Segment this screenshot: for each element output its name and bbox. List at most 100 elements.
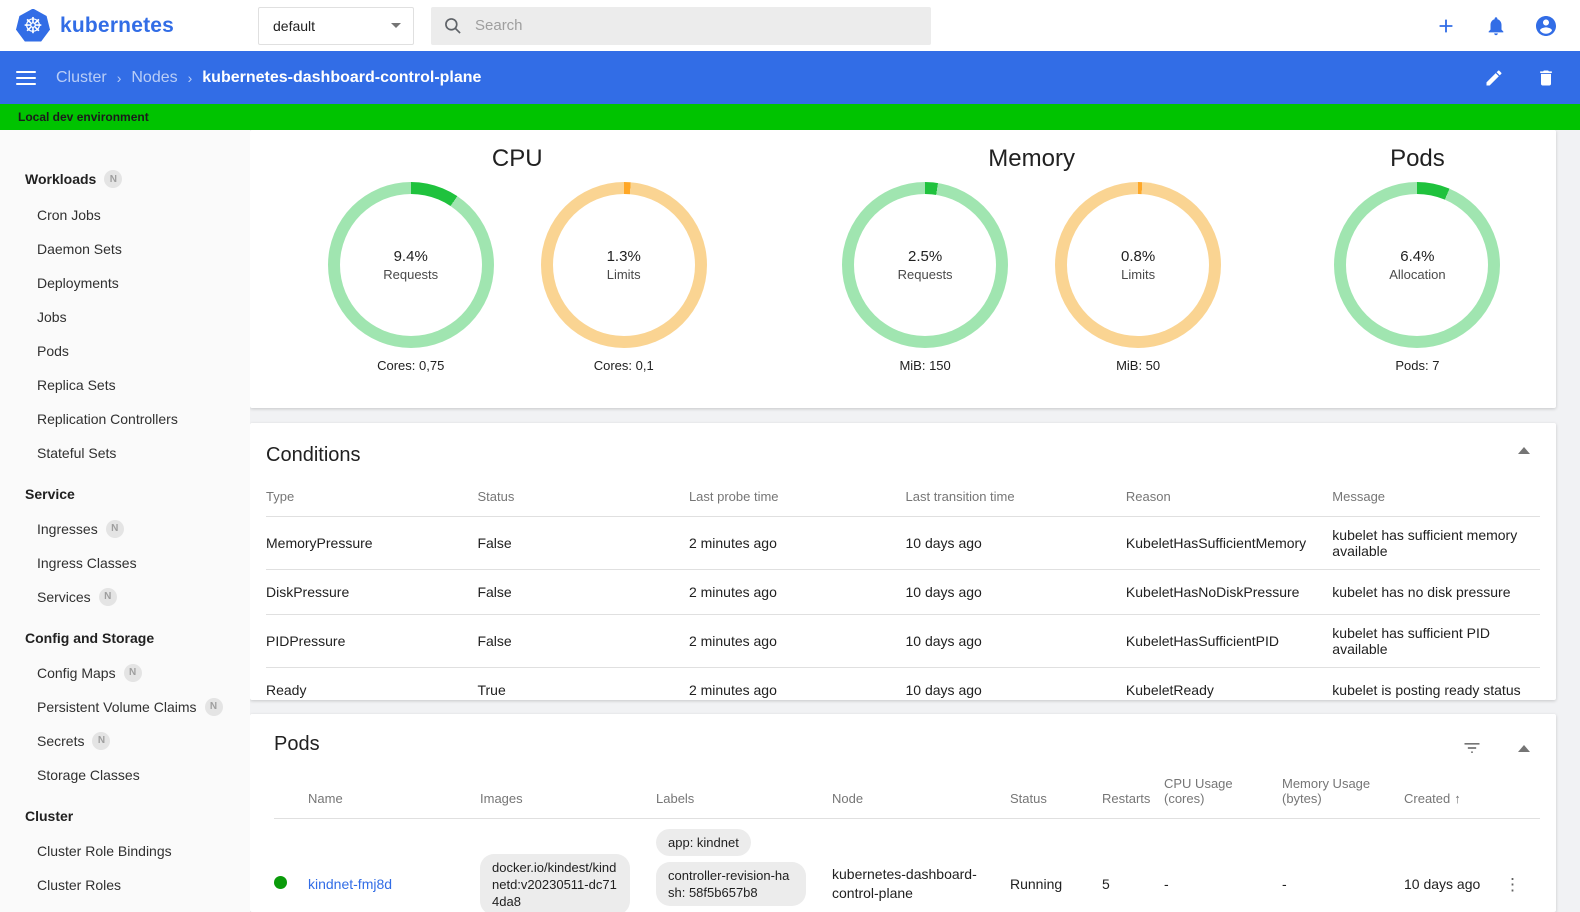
- sidebar-item-replica-sets[interactable]: Replica Sets: [37, 377, 116, 393]
- column-header: Restarts: [1102, 791, 1151, 806]
- column-header: Images: [480, 791, 523, 806]
- edit-button[interactable]: [1482, 66, 1506, 90]
- pod-status-ok-icon: [274, 876, 287, 889]
- sidebar-item-jobs[interactable]: Jobs: [37, 309, 67, 325]
- table-row: Ready True 2 minutes ago 10 days ago Kub…: [266, 667, 1540, 701]
- sidebar-item-secrets[interactable]: Secrets N: [0, 724, 250, 758]
- cpu-allocation-group: CPU 9.4% Requests Cores: 0,75 1.3%: [260, 144, 774, 408]
- pods-table: Name Images Labels Node Status Restarts …: [274, 764, 1540, 912]
- sidebar-item-pods[interactable]: Pods: [37, 343, 69, 359]
- sidebar-item-daemon-sets[interactable]: Daemon Sets: [37, 241, 122, 257]
- table-row: DiskPressure False 2 minutes ago 10 days…: [266, 569, 1540, 615]
- column-header-created[interactable]: Created ↑: [1404, 791, 1461, 806]
- pods-card-title: Pods: [274, 733, 320, 755]
- status-icon-column: [274, 764, 308, 819]
- toolbar-actions: [1482, 66, 1558, 90]
- plus-icon: [1439, 19, 1453, 32]
- pods-header-row: Name Images Labels Node Status Restarts …: [274, 764, 1540, 819]
- breadcrumb-toolbar: Cluster › Nodes › kubernetes-dashboard-c…: [0, 51, 1580, 104]
- column-header: Last probe time: [688, 489, 779, 504]
- sidebar-item-persistent-volume-claims[interactable]: Persistent Volume Claims N: [0, 690, 250, 724]
- label-chips: app: kindnet controller-revision-hash: 5…: [656, 829, 822, 912]
- donut-chart: 0.8% Limits: [1055, 182, 1222, 348]
- row-menu-button[interactable]: ⋮: [1504, 874, 1521, 894]
- topbar-actions: [1434, 14, 1580, 38]
- account-button[interactable]: [1534, 14, 1558, 38]
- sidebar-item-cluster-roles[interactable]: Cluster Roles: [37, 877, 122, 893]
- donut-chart: 9.4% Requests: [327, 182, 494, 348]
- search-bar[interactable]: [431, 6, 931, 45]
- pod-memory-usage: -: [1282, 876, 1287, 892]
- conditions-header-row: Type Status Last probe time Last transit…: [266, 477, 1540, 517]
- column-header[interactable]: Status: [1010, 791, 1047, 806]
- top-app-bar: ☸ kubernetes default: [0, 0, 1580, 51]
- sidebar-item-deployments[interactable]: Deployments: [37, 275, 119, 291]
- sidebar-item-replication-controllers[interactable]: Replication Controllers: [37, 411, 178, 427]
- pod-status: Running: [1010, 876, 1063, 892]
- image-chip: docker.io/kindest/kindnetd:v20230511-dc7…: [480, 853, 630, 912]
- memory-title: Memory: [988, 145, 1075, 172]
- namespaced-badge: N: [104, 170, 123, 188]
- namespaced-badge: N: [98, 588, 117, 606]
- column-header: Status: [477, 489, 515, 504]
- sidebar-section-cluster: Cluster: [25, 808, 74, 824]
- chevron-right-icon: ›: [187, 69, 193, 86]
- filter-button[interactable]: [1460, 736, 1484, 760]
- column-header[interactable]: Node: [832, 791, 864, 806]
- filter-icon: [1464, 743, 1480, 753]
- cpu-title: CPU: [491, 145, 543, 172]
- table-row: MemoryPressure False 2 minutes ago 10 da…: [266, 516, 1540, 570]
- sidebar-item-services[interactable]: Services N: [0, 580, 250, 614]
- menu-button[interactable]: [16, 70, 36, 85]
- collapse-card-button[interactable]: [1518, 447, 1530, 454]
- sidebar-item-ingresses[interactable]: Ingresses N: [0, 512, 250, 546]
- sidebar-item-stateful-sets[interactable]: Stateful Sets: [37, 445, 117, 461]
- sidebar-item-ingress-classes[interactable]: Ingress Classes: [37, 555, 137, 571]
- breadcrumb: Cluster › Nodes › kubernetes-dashboard-c…: [56, 69, 481, 87]
- sidebar-section-service: Service: [25, 486, 75, 502]
- pod-name-link[interactable]: kindnet-fmj8d: [308, 876, 393, 892]
- sidebar-item-config-maps[interactable]: Config Maps N: [0, 656, 250, 690]
- column-header[interactable]: Name: [308, 791, 343, 806]
- delete-button[interactable]: [1534, 66, 1558, 90]
- chevron-down-icon: [391, 23, 401, 28]
- column-header: Reason: [1125, 489, 1171, 504]
- column-header: Labels: [656, 791, 695, 806]
- label-chip: controller-revision-hash: 58f5b657b8: [656, 862, 806, 906]
- trash-icon: [1540, 70, 1552, 85]
- namespaced-badge: N: [204, 698, 223, 716]
- pods-card: Pods: [250, 714, 1556, 912]
- column-header: Message: [1332, 489, 1386, 504]
- column-header[interactable]: CPU Usage (cores): [1164, 776, 1233, 806]
- sort-ascending-icon: ↑: [1454, 791, 1461, 806]
- sidebar-section-workloads[interactable]: Workloads N: [0, 160, 250, 198]
- conditions-card-title: Conditions: [266, 444, 361, 466]
- notifications-button[interactable]: [1484, 14, 1508, 38]
- pod-cpu-usage: -: [1164, 876, 1169, 892]
- breadcrumb-nodes[interactable]: Nodes: [131, 68, 178, 86]
- table-row: PIDPressure False 2 minutes ago 10 days …: [266, 614, 1540, 668]
- donut-chart: 1.3% Limits: [540, 182, 707, 348]
- namespaced-badge: N: [105, 520, 124, 538]
- gauge-memory-limits: 0.8% Limits MiB: 50: [1055, 182, 1222, 373]
- environment-banner: Local dev environment: [0, 104, 1580, 130]
- breadcrumb-cluster[interactable]: Cluster: [56, 68, 107, 86]
- gauge-memory-requests: 2.5% Requests MiB: 150: [842, 182, 1009, 373]
- brand[interactable]: ☸ kubernetes: [0, 8, 250, 43]
- row-menu-column: [1504, 764, 1540, 819]
- main-content: CPU 9.4% Requests Cores: 0,75 1.3%: [250, 130, 1580, 912]
- column-header[interactable]: Memory Usage (bytes): [1282, 776, 1371, 806]
- namespace-select[interactable]: default: [258, 6, 414, 45]
- donut-chart: 6.4% Allocation: [1334, 182, 1501, 348]
- sidebar-item-storage-classes[interactable]: Storage Classes: [37, 767, 140, 783]
- sidebar-item-cron-jobs[interactable]: Cron Jobs: [37, 207, 101, 223]
- sidebar-item-cluster-role-bindings[interactable]: Cluster Role Bindings: [37, 843, 172, 859]
- search-icon: [445, 17, 461, 34]
- collapse-card-button[interactable]: [1518, 744, 1530, 752]
- create-resource-button[interactable]: [1434, 14, 1458, 38]
- gauge-cpu-limits: 1.3% Limits Cores: 0,1: [540, 182, 707, 373]
- search-input[interactable]: [475, 17, 919, 34]
- chevron-right-icon: ›: [116, 69, 122, 86]
- gauge-pods-allocation: 6.4% Allocation Pods: 7: [1334, 182, 1501, 373]
